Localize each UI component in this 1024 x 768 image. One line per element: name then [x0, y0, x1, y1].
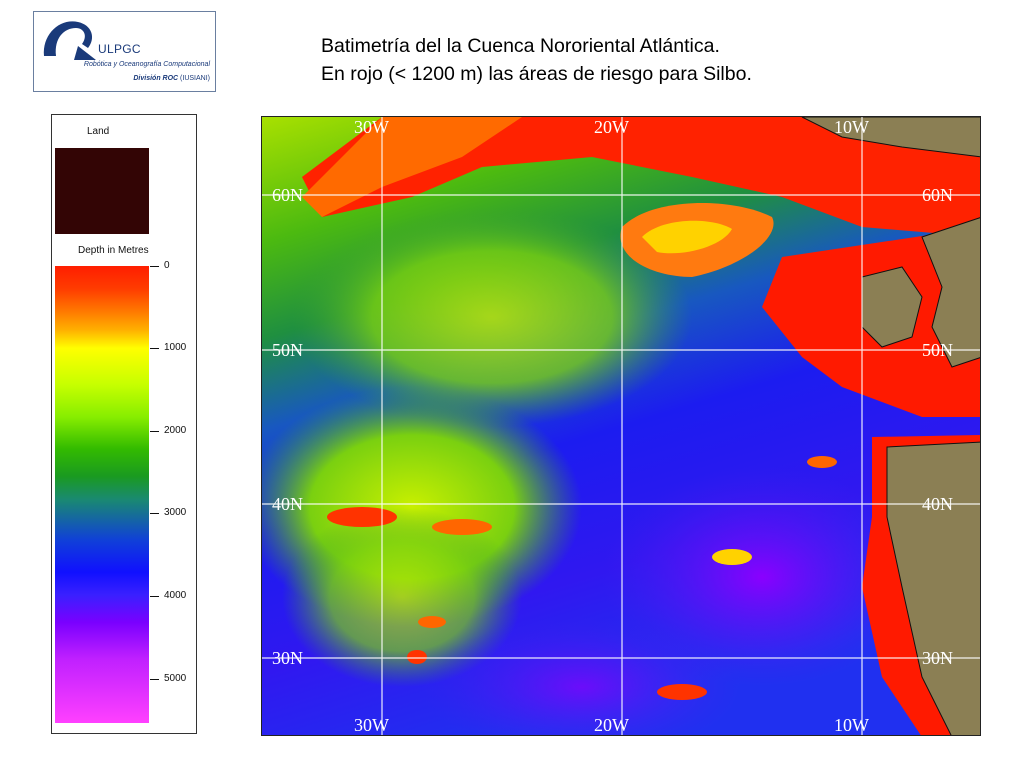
legend-tick — [150, 431, 159, 432]
logo-division-bold: División ROC — [133, 75, 179, 82]
legend-land-label: Land — [87, 126, 110, 137]
title-line-1: Batimetría del la Cuenca Nororiental Atl… — [321, 35, 720, 57]
land-north — [801, 117, 980, 158]
legend-tick-label: 2000 — [164, 425, 187, 436]
rockall-bank-crest — [642, 220, 732, 254]
legend-tick — [150, 596, 159, 597]
legend-color-bar — [55, 266, 149, 723]
logo-subtitle: Robótica y Oceanografía Computacional — [83, 61, 210, 68]
shelf-edge-north — [302, 117, 522, 217]
bathymetry-map: 30W 20W 10W 30W 20W 10W 60N 50N 40N 30N … — [261, 116, 981, 736]
canary-basin — [422, 617, 742, 735]
land-iberia-africa — [886, 441, 980, 735]
legend-tick — [150, 513, 159, 514]
legend-tick-label: 0 — [164, 260, 170, 271]
legend-tick — [150, 348, 159, 349]
canary-islands-risk — [657, 684, 707, 700]
latitude-label-right: 40N — [922, 494, 953, 514]
latitude-label-left: 60N — [272, 185, 303, 205]
legend-tick — [150, 266, 159, 267]
logo-name: ULPGC — [98, 42, 141, 56]
legend-tick-label: 1000 — [164, 342, 187, 353]
graticule — [262, 117, 980, 735]
slide-title: Batimetría del la Cuenca Nororiental Atl… — [321, 32, 752, 88]
latitude-label-left: 40N — [272, 494, 303, 514]
latitude-label-left: 30N — [272, 648, 303, 668]
depth-legend: Land Depth in Metres 0 1000 2000 3000 40… — [51, 114, 197, 734]
longitude-label-top: 10W — [834, 117, 869, 137]
reykjanes-ridge — [292, 207, 692, 427]
seamount-risk — [432, 519, 492, 535]
longitude-label-bottom: 20W — [594, 715, 629, 735]
longitude-label-top: 20W — [594, 117, 629, 137]
ulpgc-logo: ULPGC Robótica y Oceanografía Computacio… — [33, 11, 216, 92]
bathymetry-map-canvas: 30W 20W 10W 30W 20W 10W 60N 50N 40N 30N … — [262, 117, 980, 735]
legend-tick-label: 3000 — [164, 507, 187, 518]
legend-tick-label: 4000 — [164, 590, 187, 601]
seamount-risk — [327, 507, 397, 527]
legend-depth-label: Depth in Metres — [78, 245, 149, 256]
latitude-label-right: 50N — [922, 340, 953, 360]
iberian-abyssal-plain — [602, 467, 922, 687]
latitude-label-left: 50N — [272, 340, 303, 360]
latitude-label-right: 60N — [922, 185, 953, 205]
longitude-label-bottom: 30W — [354, 715, 389, 735]
longitude-label-top: 30W — [354, 117, 389, 137]
seamount-risk — [807, 456, 837, 468]
seamount-risk — [407, 650, 427, 664]
legend-tick-label: 5000 — [164, 673, 187, 684]
logo-swirl-icon — [43, 21, 96, 60]
legend-tick — [150, 679, 159, 680]
latitude-label-right: 30N — [922, 648, 953, 668]
title-line-2: En rojo (< 1200 m) las áreas de riesgo p… — [321, 63, 752, 85]
logo-division-rest: (IUSIANI) — [178, 75, 210, 82]
legend-land-swatch — [55, 148, 149, 234]
seamount-shallow — [712, 549, 752, 565]
seamount-risk — [418, 616, 446, 628]
longitude-label-bottom: 10W — [834, 715, 869, 735]
land-great-britain — [921, 217, 980, 368]
logo-division: División ROC (IUSIANI) — [38, 75, 210, 82]
